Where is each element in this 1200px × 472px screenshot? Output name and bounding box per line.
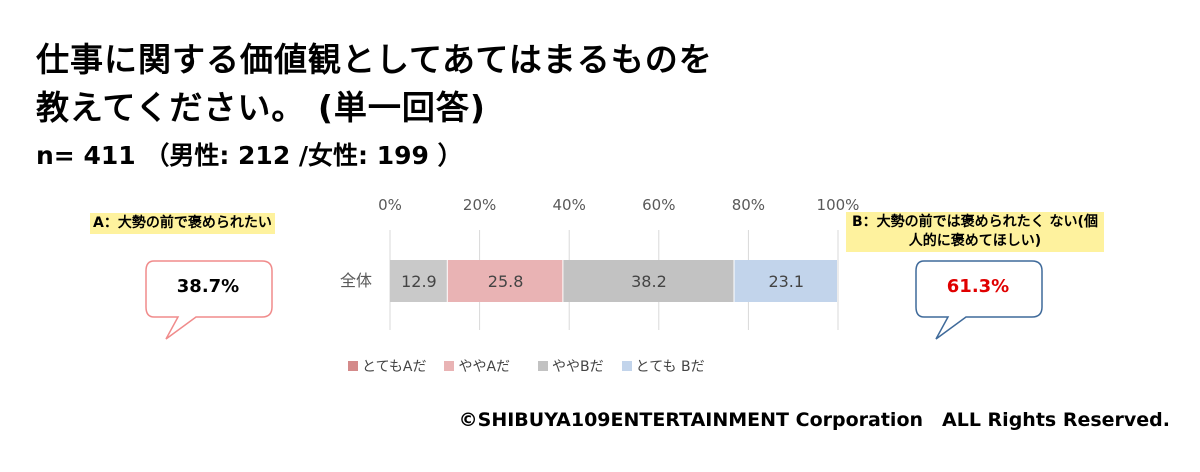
x-tick-label: 40% <box>553 196 586 214</box>
legend-item: ややAだ <box>444 356 510 376</box>
data-label: 23.1 <box>768 272 804 291</box>
x-tick-label: 0% <box>378 196 402 214</box>
data-label: 25.8 <box>488 272 524 291</box>
data-label: 12.9 <box>401 272 437 291</box>
total-a-bubble: 38.7% <box>145 260 273 340</box>
legend-item: とてもAだ <box>348 356 426 376</box>
bar-segment <box>447 260 563 302</box>
legend-label: ややAだ <box>458 359 511 375</box>
total-b-bubble: 61.3% <box>915 260 1043 340</box>
x-tick-label: 100% <box>817 196 860 214</box>
legend-swatch <box>621 361 632 371</box>
legend-swatch <box>444 361 455 371</box>
bar-segment <box>563 260 734 302</box>
chart-legend: とてもAだ ややAだ ややBだ とても Bだ <box>348 356 705 376</box>
x-tick-label: 80% <box>732 196 765 214</box>
total-a-value: 38.7% <box>176 275 240 297</box>
bar-segment <box>734 260 837 302</box>
data-label: 38.2 <box>631 272 667 291</box>
legend-label: ややBだ <box>552 359 604 375</box>
bubble-a-shape <box>145 260 273 340</box>
copyright: ©SHIBUYA109ENTERTAINMENT Corporation ALL… <box>458 409 1170 431</box>
x-tick-label: 60% <box>642 196 675 214</box>
total-b-value: 61.3% <box>946 275 1010 297</box>
label-a: A：大勢の前で褒められたい <box>90 213 275 234</box>
label-b: B：大勢の前では褒められたく ない(個人的に褒めてほしい) <box>846 212 1104 252</box>
legend-swatch <box>538 361 549 371</box>
legend-item: ややBだ <box>538 356 604 376</box>
legend-label: とてもAだ <box>362 359 427 375</box>
category-label: 全体 <box>340 271 372 290</box>
legend-label: とても Bだ <box>635 359 705 375</box>
x-tick-label: 20% <box>463 196 496 214</box>
legend-swatch <box>348 361 358 371</box>
title-line-1: 仕事に関する価値観としてあてはまるものを <box>36 40 713 79</box>
bubble-b-shape <box>915 260 1043 340</box>
legend-item: とても Bだ <box>621 356 705 376</box>
title-line-2: 教えてください。 (単一回答) <box>36 88 487 127</box>
sample-size: n= 411 （男性: 212 /女性: 199 ） <box>36 141 463 170</box>
chart-title: 仕事に関する価値観としてあてはまるものを 教えてください。 (単一回答) <box>36 36 713 132</box>
bar-segment <box>390 260 447 302</box>
